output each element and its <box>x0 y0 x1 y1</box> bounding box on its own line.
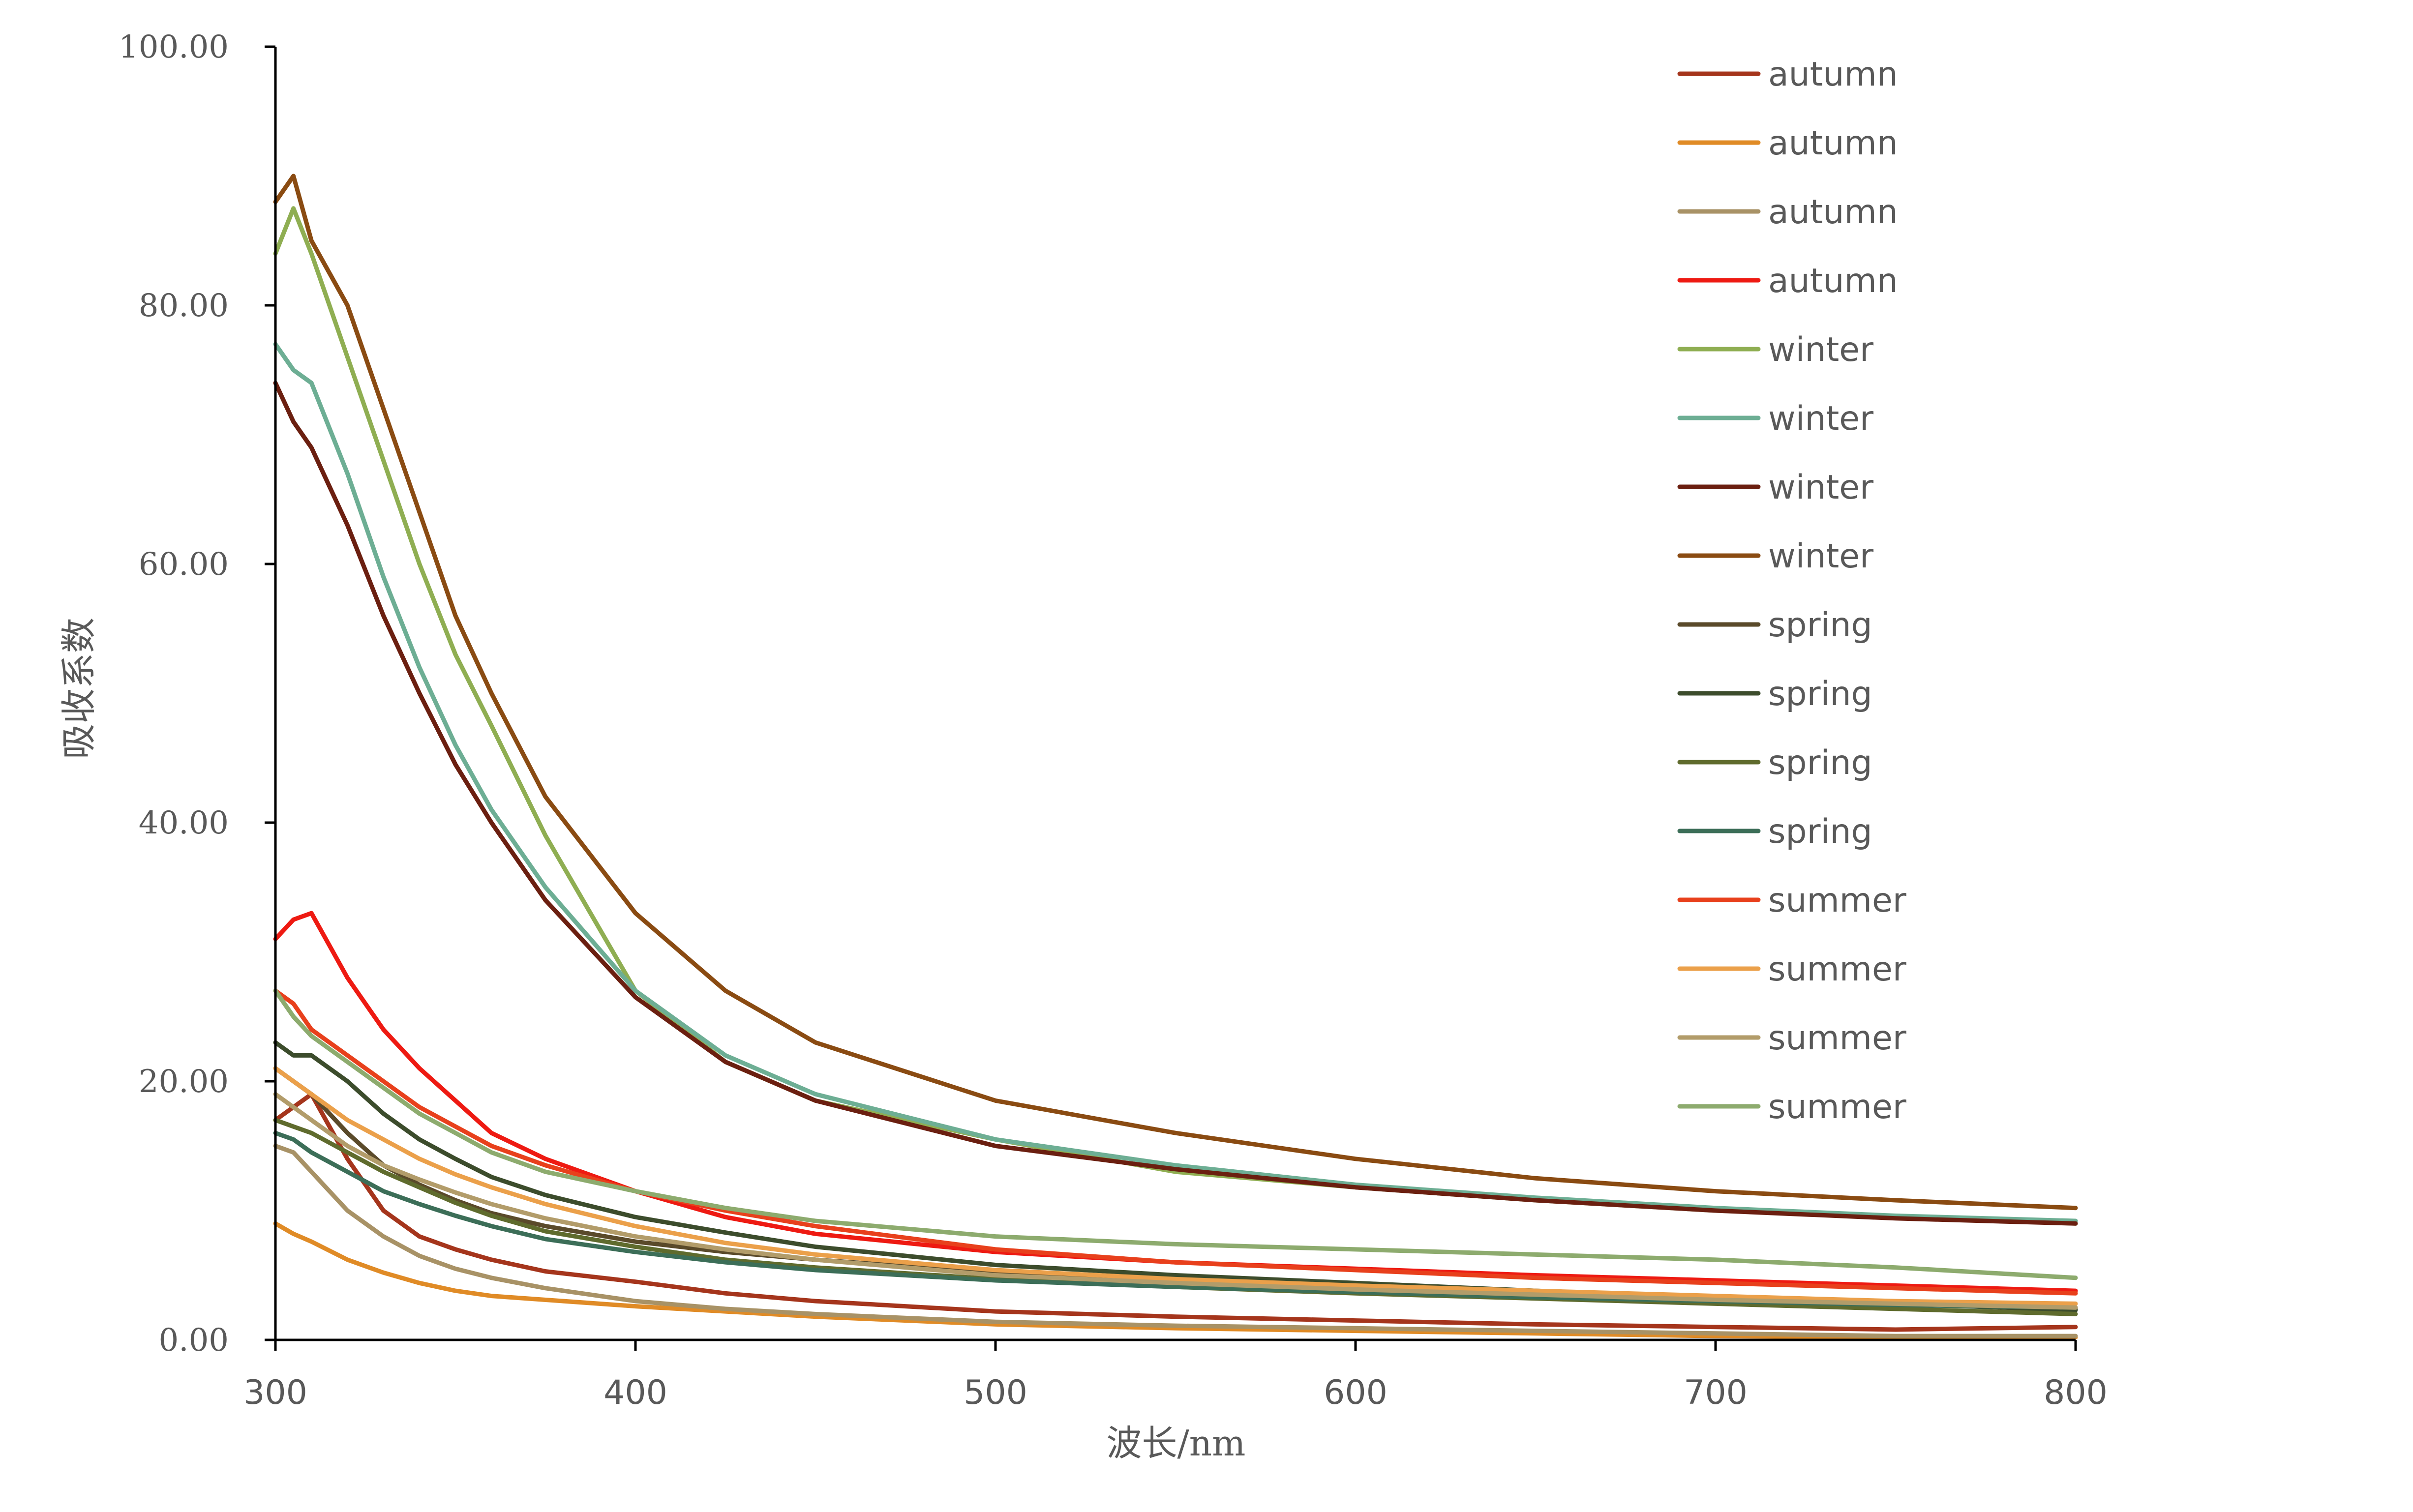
legend-entry: summer <box>1677 950 1906 989</box>
y-tick-label: 100.00 <box>119 29 229 65</box>
axes-layer <box>274 47 2076 1341</box>
series-line-summer-14 <box>273 1066 2078 1306</box>
series-line-autumn-1 <box>273 1092 2078 1332</box>
x-tick-label: 300 <box>243 1373 307 1412</box>
x-tick-label: 400 <box>603 1373 667 1412</box>
series-layer <box>273 174 2078 1340</box>
legend-entry: summer <box>1677 1019 1906 1058</box>
y-tick-label: 0.00 <box>159 1322 229 1359</box>
y-tick-label: 40.00 <box>139 805 229 841</box>
legend-label: winter <box>1768 537 1873 576</box>
legend-label: summer <box>1768 950 1906 989</box>
y-tick-label: 20.00 <box>139 1064 229 1100</box>
legend-label: autumn <box>1768 124 1898 163</box>
legend-label: spring <box>1768 606 1872 645</box>
legend-entry: spring <box>1677 606 1872 645</box>
legend-label: winter <box>1768 330 1873 369</box>
legend-label: winter <box>1768 468 1873 507</box>
legend-entry: autumn <box>1677 193 1898 232</box>
legend-label: autumn <box>1768 55 1898 94</box>
series-line-autumn-3 <box>273 1144 2078 1338</box>
legend-label: autumn <box>1768 193 1898 232</box>
series-line-winter-7 <box>273 381 2078 1226</box>
legend-entry: spring <box>1677 675 1872 713</box>
x-tick-label: 800 <box>2044 1373 2108 1412</box>
legend-label: summer <box>1768 881 1906 920</box>
legend-entry: winter <box>1677 330 1873 369</box>
ticks-layer: 0.00 20.00 40.00 60.00 80.00 100.00 300 400 500 6… <box>119 29 2108 1412</box>
legend-label: spring <box>1768 675 1872 713</box>
legend-label: spring <box>1768 812 1872 851</box>
legend-entry: spring <box>1677 743 1872 782</box>
series-line-spring-12 <box>273 1130 2078 1310</box>
legend-entry: winter <box>1677 537 1873 576</box>
x-axis-title: 波长/nm <box>1107 1423 1246 1464</box>
legend-label: spring <box>1768 743 1872 782</box>
legend-entry: summer <box>1677 881 1906 920</box>
legend-label: summer <box>1768 1088 1906 1127</box>
legend-entry: spring <box>1677 812 1872 851</box>
series-line-winter-6 <box>273 342 2078 1223</box>
legend-entry: winter <box>1677 468 1873 507</box>
series-line-summer-15 <box>273 1092 2078 1310</box>
x-tick-label: 700 <box>1684 1373 1748 1412</box>
legend-label: summer <box>1768 1019 1906 1058</box>
legend-entry: winter <box>1677 399 1873 438</box>
legend: autumn autumn autumn autumn winter winter wint… <box>1677 55 1906 1127</box>
legend-label: winter <box>1768 399 1873 438</box>
y-tick-label: 60.00 <box>139 546 229 583</box>
legend-label: autumn <box>1768 262 1898 300</box>
series-line-summer-16 <box>273 988 2078 1280</box>
x-tick-label: 500 <box>964 1373 1027 1412</box>
series-line-autumn-2 <box>273 1221 2078 1340</box>
y-axis-title: 吸收系数 <box>58 618 99 759</box>
legend-entry: autumn <box>1677 124 1898 163</box>
legend-entry: autumn <box>1677 55 1898 94</box>
series-line-winter-8 <box>273 174 2078 1211</box>
legend-entry: autumn <box>1677 262 1898 300</box>
x-tick-label: 600 <box>1324 1373 1387 1412</box>
y-tick-label: 80.00 <box>139 288 229 324</box>
legend-entry: summer <box>1677 1088 1906 1127</box>
